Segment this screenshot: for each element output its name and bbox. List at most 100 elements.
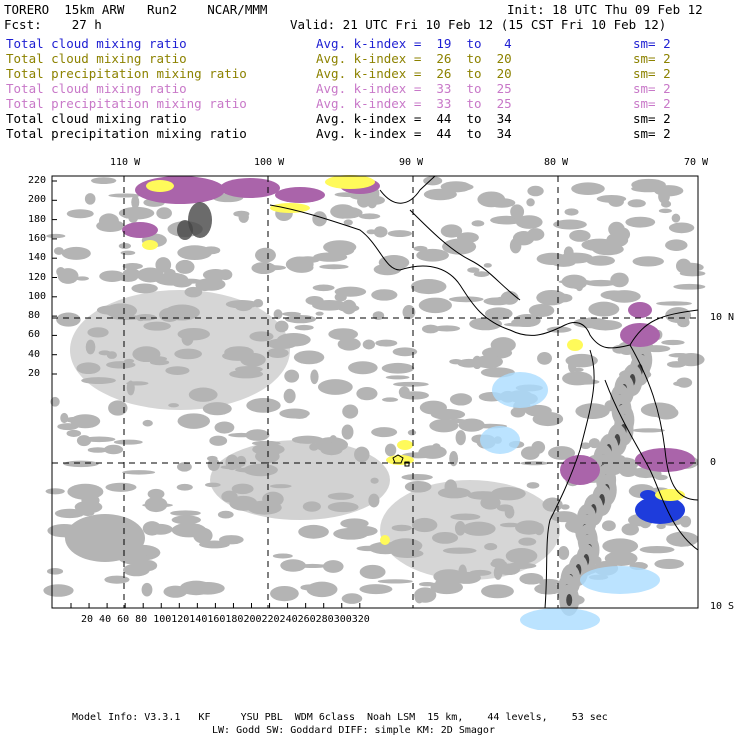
cloud-blob	[371, 427, 398, 438]
cloud-blob	[534, 583, 563, 595]
cloud-blob	[220, 178, 280, 198]
cloud-blob	[385, 375, 410, 380]
y-tick-label: 200	[28, 194, 47, 206]
cloud-blob	[177, 462, 192, 472]
cloud-blob	[668, 353, 691, 358]
cloud-blob	[246, 398, 281, 413]
cloud-blob	[382, 397, 399, 402]
cloud-blob	[341, 593, 363, 604]
cloud-blob	[119, 274, 138, 282]
cloud-blob	[142, 419, 153, 427]
cloud-blob	[635, 448, 695, 472]
andes-outline	[629, 344, 699, 501]
cloud-blob	[556, 254, 592, 264]
cloud-blob	[66, 429, 82, 437]
cloud-blob	[54, 508, 85, 519]
cloud-blob	[567, 378, 600, 385]
cloud-blob	[210, 440, 390, 520]
x-tick-label: 20	[81, 614, 94, 625]
cloud-blob	[282, 311, 301, 317]
cloud-blob	[103, 444, 124, 455]
cloud-blob	[402, 305, 416, 320]
cloud-blob	[319, 264, 349, 270]
valid-time: Valid: 21 UTC Fri 10 Feb 12 (15 CST Fri …	[290, 17, 667, 32]
cloud-blob	[527, 185, 544, 197]
cloud-blob	[628, 302, 652, 318]
cloud-blob	[357, 195, 371, 208]
cloud-blob	[392, 347, 418, 357]
cloud-blob	[635, 496, 685, 524]
cloud-blob	[666, 361, 686, 368]
cloud-blob	[325, 175, 375, 189]
cloud-blob	[170, 510, 201, 516]
cloud-blob	[290, 410, 309, 419]
legend-k-index: Avg. k-index = 26 to 20	[316, 66, 512, 81]
cloud-blob	[580, 442, 591, 450]
cloud-blob	[500, 291, 519, 305]
cloud-blob	[362, 339, 376, 350]
cloud-blob	[91, 177, 117, 185]
cloud-blob	[569, 229, 591, 242]
cloud-blob	[602, 538, 639, 554]
cloud-blob	[467, 267, 480, 273]
cloud-blob	[131, 283, 158, 294]
cloud-blob	[640, 490, 656, 500]
cloud-blob	[475, 355, 503, 369]
physics-info-line: LW: Godd SW: Goddard DIFF: simple KM: 2D…	[212, 725, 495, 736]
forecast-hour: Fcst: 27 h	[4, 17, 102, 32]
cloud-blob	[142, 503, 173, 508]
cloud-blob	[251, 262, 277, 275]
cloud-blob	[64, 416, 90, 423]
cloud-blob	[305, 295, 324, 306]
legend-field-name: Total precipitation mixing ratio	[6, 96, 247, 111]
y-tick-label: 160	[28, 232, 47, 244]
cloud-blob	[141, 582, 153, 597]
y-tick-label: 40	[28, 348, 41, 360]
cloud-blob	[334, 286, 367, 297]
cloud-blob	[95, 437, 112, 442]
cloud-blob	[310, 369, 319, 385]
cloud-blob	[375, 339, 398, 347]
cloud-blob	[99, 270, 125, 282]
cloud-blob	[510, 204, 525, 220]
cloud-blob	[293, 350, 325, 365]
cloud-blob	[285, 256, 314, 273]
cloud-blob	[520, 461, 549, 466]
cloud-blob	[515, 215, 543, 229]
cloud-blob	[546, 326, 572, 333]
cloud-blob	[366, 229, 377, 235]
cloud-blob	[392, 381, 429, 387]
cloud-blob	[45, 488, 65, 495]
legend-smoothing: sm= 2	[633, 36, 671, 51]
cloud-blob	[560, 455, 600, 485]
cloud-blob	[312, 284, 335, 292]
cloud-blob	[520, 608, 600, 630]
cloud-blob	[136, 267, 164, 283]
legend-field-name: Total precipitation mixing ratio	[6, 126, 247, 141]
cloud-blob	[108, 193, 141, 198]
cloud-blob	[104, 575, 130, 584]
cloud-blob	[113, 439, 143, 445]
cloud-blob	[122, 263, 143, 270]
cloud-blob	[654, 558, 684, 569]
cloud-blob	[519, 573, 544, 585]
cloud-blob	[532, 411, 564, 427]
legend-k-index: Avg. k-index = 44 to 34	[316, 126, 512, 141]
cloud-blob	[537, 351, 553, 365]
cloud-blob	[675, 258, 692, 274]
y-tick-label: 220	[28, 175, 47, 186]
yucatan-coast	[409, 209, 521, 301]
legend-k-index: Avg. k-index = 44 to 34	[316, 111, 512, 126]
cloud-blob	[356, 386, 378, 401]
cloud-blob	[668, 222, 695, 234]
cloud-blob	[553, 219, 587, 230]
cloud-blob	[581, 238, 618, 252]
cloud-blob	[665, 239, 688, 251]
cloud-fields	[43, 175, 706, 630]
legend-smoothing: sm= 2	[633, 111, 671, 126]
cloud-blob	[621, 523, 639, 536]
cloud-blob	[433, 325, 461, 332]
cloud-blob	[632, 428, 665, 433]
cloud-blob	[418, 445, 447, 459]
cloud-blob	[228, 432, 255, 438]
